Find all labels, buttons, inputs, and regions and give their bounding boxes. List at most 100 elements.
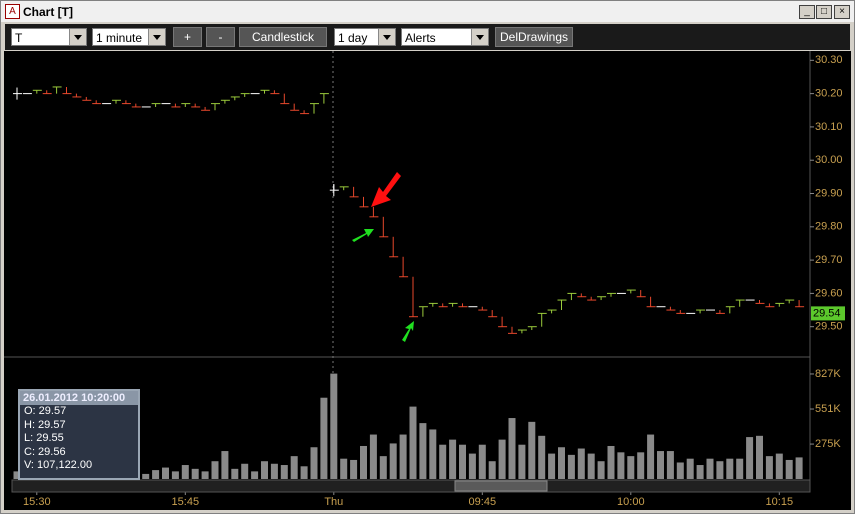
volume-bar <box>627 456 635 479</box>
red-arrow <box>371 172 401 207</box>
volume-bar <box>528 421 536 479</box>
price-bar <box>438 303 448 308</box>
price-bar <box>676 310 686 314</box>
price-bar <box>13 87 22 100</box>
price-bar <box>775 302 785 307</box>
price-bar <box>448 302 458 307</box>
price-bar <box>636 290 646 298</box>
volume-bar <box>191 468 199 479</box>
volume-bar <box>785 459 793 479</box>
zoom-in-button[interactable]: + <box>173 27 202 47</box>
volume-bar <box>538 435 546 479</box>
price-bar <box>389 236 399 258</box>
volume-bar <box>439 444 447 479</box>
price-bar <box>508 326 517 334</box>
price-bar <box>191 103 201 108</box>
volume-bar <box>746 437 754 479</box>
volume-bar <box>597 461 605 479</box>
price-bar <box>765 303 775 308</box>
symbol-value: T <box>15 31 23 45</box>
volume-bar <box>518 444 526 479</box>
volume-bar <box>340 458 348 479</box>
y-tick-label: 827K <box>815 368 841 380</box>
volume-bar <box>558 447 565 479</box>
maximize-button[interactable]: □ <box>816 5 832 19</box>
volume-bar <box>726 458 734 479</box>
info-line: V: 107,122.00 <box>24 459 93 471</box>
price-bar <box>478 306 488 311</box>
minimize-button[interactable]: _ <box>799 5 815 19</box>
price-bar <box>112 99 121 104</box>
volume-bar <box>142 473 150 479</box>
price-bar <box>379 216 389 238</box>
close-button[interactable]: × <box>834 5 850 19</box>
scrollbar[interactable] <box>11 479 811 493</box>
zoom-out-button[interactable]: - <box>206 27 235 47</box>
price-bar <box>735 299 745 307</box>
price-bar <box>488 310 498 318</box>
volume-bar <box>399 434 407 479</box>
interval-select[interactable]: 1 minute <box>92 28 166 46</box>
volume-bar <box>162 467 169 479</box>
volume-bar <box>468 453 476 479</box>
del-drawings-button[interactable]: DelDrawings <box>495 27 573 47</box>
info-line: L: 29.55 <box>24 432 64 444</box>
price-bar <box>399 256 409 278</box>
y-tick-label: 275K <box>815 438 841 450</box>
price-bar <box>319 93 329 104</box>
alerts-select[interactable]: Alerts <box>401 28 489 46</box>
price-bar <box>260 89 270 94</box>
price-bar <box>240 93 250 97</box>
price-bar <box>409 276 418 318</box>
price-bar <box>52 86 62 94</box>
volume-bar <box>449 439 457 479</box>
range-select[interactable]: 1 day <box>334 28 396 46</box>
y-tick-label: 29.70 <box>815 254 843 266</box>
volume-bar <box>261 461 268 479</box>
price-bar <box>646 296 656 308</box>
volume-bar <box>320 397 328 479</box>
price-bar <box>42 90 52 95</box>
volume-bar <box>350 459 358 479</box>
volume-bar <box>13 471 21 479</box>
price-bar <box>626 289 636 294</box>
price-bar <box>62 86 72 95</box>
price-bar <box>32 89 42 94</box>
price-bar <box>329 184 339 197</box>
last-price-box <box>811 306 845 321</box>
price-bar <box>310 103 319 114</box>
price-bar <box>666 306 676 311</box>
y-tick-label: 30.20 <box>815 88 843 100</box>
app-icon: A <box>5 4 20 19</box>
scroll-thumb[interactable] <box>454 480 548 492</box>
volume-bar <box>231 468 239 479</box>
info-header: 26.01.2012 10:20:00 <box>20 391 138 405</box>
symbol-select[interactable]: T <box>11 28 87 46</box>
x-tick-label: 09:45 <box>469 496 497 508</box>
price-bar <box>428 302 438 307</box>
y-tick-label: 551K <box>815 403 841 415</box>
volume-bar <box>171 471 179 479</box>
volume-bar <box>270 463 278 479</box>
volume-bar <box>498 439 506 479</box>
x-tick-label: Thu <box>324 496 343 508</box>
price-bar <box>349 186 359 198</box>
price-bar <box>785 299 795 304</box>
y-tick-label: 30.00 <box>815 154 843 166</box>
price-bar <box>557 299 567 311</box>
volume-bar <box>201 471 209 479</box>
volume-bar <box>429 429 437 479</box>
price-bar <box>696 309 706 314</box>
volume-bar <box>488 461 496 479</box>
volume-bar <box>419 423 427 479</box>
price-bar <box>151 103 161 107</box>
window-title: Chart [T] <box>23 5 73 19</box>
price-bar <box>527 326 537 331</box>
y-tick-label: 29.60 <box>815 287 843 299</box>
price-bar <box>715 310 725 314</box>
price-bar <box>755 300 765 304</box>
style-button[interactable]: Candlestick <box>239 27 327 47</box>
volume-bar <box>330 373 338 479</box>
volume-bar <box>290 456 298 479</box>
